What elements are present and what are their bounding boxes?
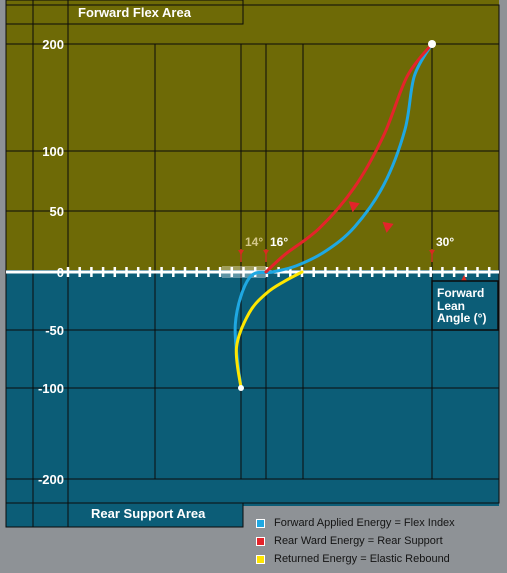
- chart-svg: 200 100 50 0 -50 -100 -200 14° 16° 30° Forward Fl…: [0, 0, 507, 530]
- annotation-label-2: 30°: [436, 235, 454, 249]
- annotation-arrow-1: [263, 250, 269, 255]
- annotation-arrow-2: [429, 250, 435, 255]
- x-axis-label-line-2: Lean: [437, 299, 465, 313]
- top-header-band: [5, 0, 244, 25]
- y-tick-label-6: -200: [38, 472, 64, 487]
- series-arrow-marker-1: [382, 221, 394, 233]
- x-axis-label-line-1: Forward: [437, 286, 484, 300]
- series-endpoint-top: [428, 40, 436, 48]
- series-endpoint-bottom: [238, 385, 244, 391]
- series-layer: [233, 40, 436, 391]
- right-background-band: [499, 0, 507, 530]
- y-tick-label-4: -50: [45, 323, 64, 338]
- series-line-1: [264, 42, 434, 274]
- legend-swatch-rear-support: [256, 536, 265, 546]
- legend-label-rear-support: Rear Ward Energy = Rear Support: [274, 535, 443, 547]
- y-tick-label-3: 0: [57, 265, 64, 280]
- legend: Forward Applied Energy = Flex Index Rear…: [256, 514, 455, 568]
- legend-item-rear-support: Rear Ward Energy = Rear Support: [256, 532, 455, 550]
- x-axis-label-pointer: [461, 275, 467, 281]
- annotation-label-1: 16°: [270, 235, 288, 249]
- x-axis-label-box: Forward Lean Angle (°): [431, 280, 499, 331]
- x-axis-label-line-3: Angle (°): [437, 311, 486, 325]
- y-tick-label-0: 200: [42, 37, 64, 52]
- bottom-header-band: [5, 502, 244, 528]
- x-axis: [6, 266, 499, 278]
- y-tick-label-5: -100: [38, 381, 64, 396]
- y-tick-label-2: 50: [50, 204, 64, 219]
- y-tick-label-1: 100: [42, 144, 64, 159]
- legend-swatch-flex-index: [256, 518, 265, 528]
- series-line-2: [234, 270, 304, 390]
- series-line-0: [233, 42, 434, 390]
- chart-title: Forward Flex Area: [78, 5, 192, 20]
- legend-label-elastic-rebound: Returned Energy = Elastic Rebound: [274, 553, 450, 565]
- left-background-band: [0, 0, 6, 530]
- x-axis-highlight-band: [222, 266, 266, 278]
- legend-label-flex-index: Forward Applied Energy = Flex Index: [274, 517, 455, 529]
- series-arrow-marker-0: [348, 201, 360, 213]
- plot-frame: [5, 4, 500, 504]
- annotation-arrow-0: [238, 250, 244, 255]
- flex-area-background: [0, 0, 507, 270]
- legend-item-elastic-rebound: Returned Energy = Elastic Rebound: [256, 550, 455, 568]
- legend-item-flex-index: Forward Applied Energy = Flex Index: [256, 514, 455, 532]
- bottom-area-title: Rear Support Area: [91, 506, 206, 521]
- labels-layer: 200 100 50 0 -50 -100 -200 14° 16° 30°: [38, 37, 467, 487]
- legend-swatch-elastic-rebound: [256, 554, 265, 564]
- annotation-label-0: 14°: [245, 235, 263, 249]
